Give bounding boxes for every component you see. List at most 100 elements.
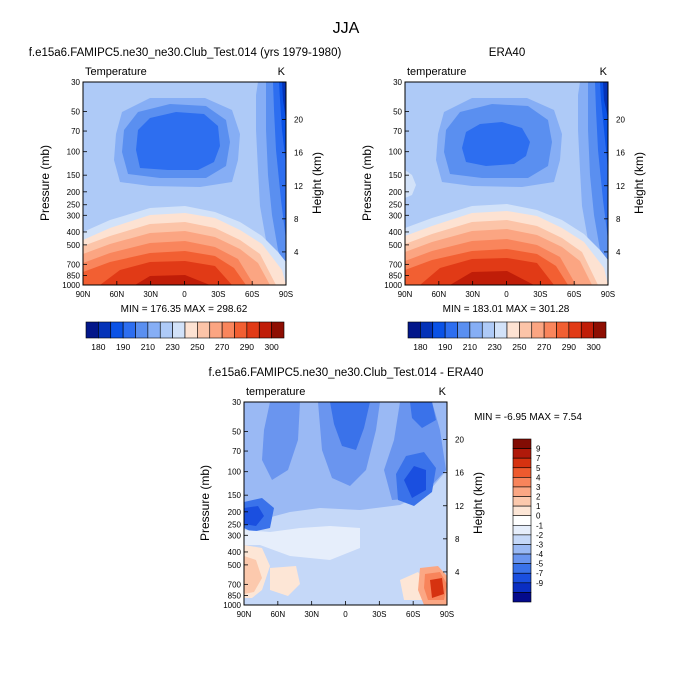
colorbar-label: 180 <box>91 342 105 352</box>
pressure-tick-label: 30 <box>232 398 241 407</box>
x-axis-labels: 90N 60N 30N 0 30S 60S 90S <box>237 601 454 619</box>
colorbar: 180 190 210 230 250 270 290 300 <box>85 321 285 352</box>
x-tick-label: 60N <box>270 610 285 619</box>
x-tick-label: 30S <box>372 610 386 619</box>
x-tick-label: 60S <box>245 290 259 299</box>
colorbar-label: -9 <box>536 579 544 588</box>
colorbar-swatch <box>159 321 173 339</box>
colorbar-swatch <box>85 321 99 339</box>
pressure-tick-label: 1000 <box>62 281 80 290</box>
colorbar-swatch <box>512 524 532 536</box>
colorbar-label: -4 <box>536 550 544 559</box>
colorbar-swatch <box>512 582 532 593</box>
colorbar-swatch <box>512 572 532 584</box>
height-tick-label: 16 <box>455 469 464 478</box>
contour-field <box>405 82 608 285</box>
colorbar-label: -7 <box>536 569 544 578</box>
units-label: K <box>439 386 447 398</box>
height-axis-labels: 20 16 12 8 4 <box>443 436 464 577</box>
pressure-tick-label: 50 <box>393 108 402 117</box>
min-max-stats: MIN = -6.95 MAX = 7.54 <box>474 412 582 423</box>
contour-field <box>83 82 286 285</box>
pressure-tick-label: 150 <box>389 171 403 180</box>
colorbar-label: 4 <box>536 473 541 482</box>
pressure-tick-label: 300 <box>228 531 242 540</box>
colorbar-swatch <box>469 321 483 339</box>
x-tick-label: 30N <box>465 290 480 299</box>
height-tick-label: 4 <box>455 568 460 577</box>
colorbar-label: 180 <box>413 342 427 352</box>
colorbar-swatch <box>512 553 532 564</box>
x-tick-label: 60N <box>431 290 446 299</box>
colorbar-swatch <box>512 515 532 526</box>
pressure-tick-label: 30 <box>71 78 80 87</box>
colorbar-swatch <box>481 321 495 339</box>
height-tick-label: 20 <box>294 116 303 125</box>
x-tick-label: 90S <box>279 290 293 299</box>
pressure-tick-label: 300 <box>67 211 81 220</box>
panel-title: f.e15a6.FAMIPC5.ne30_ne30.Club_Test.014 … <box>209 367 484 379</box>
colorbar-swatch <box>512 477 532 488</box>
colorbar-swatch <box>172 321 186 339</box>
colorbar-label: 270 <box>215 342 229 352</box>
pressure-tick-label: 200 <box>389 188 403 197</box>
x-axis-labels: 90N 60N 30N 0 30S 60S 90S <box>76 281 293 299</box>
pressure-tick-label: 70 <box>232 447 241 456</box>
page-title: JJA <box>333 20 360 37</box>
x-tick-label: 0 <box>504 290 509 299</box>
panel-model: f.e15a6.FAMIPC5.ne30_ne30.Club_Test.014 … <box>29 47 342 352</box>
height-tick-label: 8 <box>294 215 299 224</box>
colorbar-label: 190 <box>438 342 452 352</box>
colorbar-swatch <box>420 321 434 339</box>
colorbar-label: -2 <box>536 531 544 540</box>
colorbar-label: 190 <box>116 342 130 352</box>
x-tick-label: 0 <box>182 290 187 299</box>
colorbar-swatch <box>457 321 471 339</box>
pressure-tick-label: 70 <box>393 127 402 136</box>
x-tick-label: 90N <box>237 610 252 619</box>
colorbar-label: 0 <box>536 512 541 521</box>
colorbar-label: 270 <box>537 342 551 352</box>
x-tick-label: 90N <box>398 290 413 299</box>
colorbar-label: 2 <box>536 493 541 502</box>
colorbar-label: 7 <box>536 454 541 463</box>
height-tick-label: 12 <box>294 182 303 191</box>
pressure-tick-label: 400 <box>389 228 403 237</box>
y2-axis-label: Height (km) <box>471 472 485 534</box>
pressure-tick-label: 500 <box>67 241 81 250</box>
colorbar-label: 9 <box>536 445 541 454</box>
pressure-tick-label: 100 <box>389 148 403 157</box>
colorbar-swatch <box>512 563 532 574</box>
colorbar-swatch <box>512 457 532 469</box>
min-max-stats: MIN = 183.01 MAX = 301.28 <box>443 304 570 315</box>
colorbar-swatch <box>271 321 285 339</box>
height-tick-label: 20 <box>616 116 625 125</box>
colorbar-label: 250 <box>512 342 526 352</box>
colorbar-swatch <box>512 496 532 507</box>
x-tick-label: 30N <box>304 610 319 619</box>
colorbar-label: 300 <box>265 342 279 352</box>
colorbar-label: 290 <box>562 342 576 352</box>
pressure-tick-label: 70 <box>71 127 80 136</box>
colorbar-label: 250 <box>190 342 204 352</box>
colorbar-label: 210 <box>463 342 477 352</box>
pressure-tick-label: 850 <box>228 592 242 601</box>
x-tick-label: 60S <box>567 290 581 299</box>
panel-era40: ERA40 temperature K 90N 60N 30N 0 30S 60S 90S … <box>360 47 646 352</box>
colorbar-label: -1 <box>536 521 544 530</box>
colorbar-swatch <box>512 544 532 555</box>
height-tick-label: 20 <box>455 436 464 445</box>
pressure-tick-label: 1000 <box>223 601 241 610</box>
height-tick-label: 8 <box>616 215 621 224</box>
pressure-tick-label: 250 <box>389 201 403 210</box>
colorbar-swatch <box>556 321 570 339</box>
variable-label: temperature <box>246 386 305 398</box>
pressure-tick-label: 700 <box>228 580 242 589</box>
x-tick-label: 30S <box>211 290 225 299</box>
colorbar-swatch <box>519 321 533 339</box>
y-axis-label: Pressure (mb) <box>360 145 374 221</box>
